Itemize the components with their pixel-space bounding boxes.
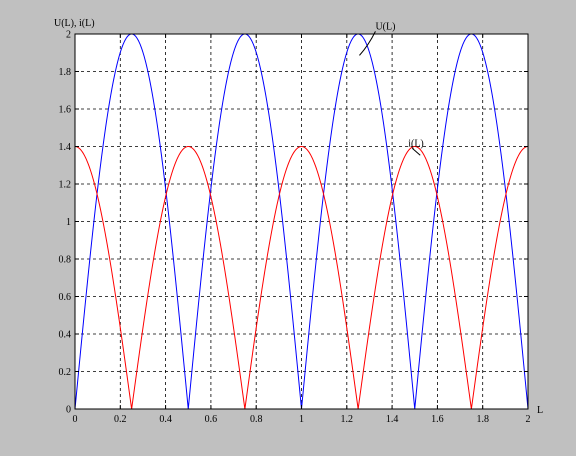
annotations: U(L) i(L) bbox=[359, 21, 424, 156]
x-axis-label: L bbox=[537, 405, 543, 416]
y-tick-label: 0.8 bbox=[59, 255, 72, 266]
x-tick-label: 0.8 bbox=[250, 414, 263, 425]
y-tick-label: 1.8 bbox=[59, 67, 72, 78]
x-tick-label: 1.6 bbox=[431, 414, 444, 425]
series-line-i-l bbox=[74, 145, 529, 410]
y-tick-label: 1.4 bbox=[59, 142, 72, 153]
annotation-label-i: i(L) bbox=[408, 138, 424, 149]
y-tick-label: 0.6 bbox=[59, 292, 72, 303]
y-tick-label: 0 bbox=[66, 405, 71, 416]
y-tick-label: 0.2 bbox=[59, 367, 72, 378]
axis-ticks bbox=[74, 33, 529, 410]
x-tick-label: 1.2 bbox=[341, 414, 354, 425]
x-tick-label: 2 bbox=[526, 414, 531, 425]
x-tick-label: 0 bbox=[73, 414, 78, 425]
y-tick-label: 1.6 bbox=[59, 105, 72, 116]
y-tick-label: 2 bbox=[66, 30, 71, 41]
x-tick-label: 1.8 bbox=[476, 414, 489, 425]
y-tick-label: 1 bbox=[66, 217, 71, 228]
grid-lines bbox=[75, 34, 528, 409]
x-tick-labels: 0 0.2 0.4 0.6 0.8 1 1.2 1.4 1.6 1.8 2 bbox=[73, 414, 531, 425]
y-axis-label: U(L), i(L) bbox=[54, 18, 95, 29]
y-tick-label: 0.4 bbox=[59, 330, 72, 341]
x-tick-label: 1.4 bbox=[386, 414, 399, 425]
y-tick-labels: 0 0.2 0.4 0.6 0.8 1 1.2 1.4 1.6 1.8 2 bbox=[59, 30, 72, 416]
annotation-label-u: U(L) bbox=[375, 21, 395, 32]
annotation-leader-u bbox=[359, 31, 376, 56]
x-tick-label: 0.2 bbox=[114, 414, 127, 425]
annotation-leader-i bbox=[411, 147, 421, 156]
x-tick-label: 1 bbox=[299, 414, 304, 425]
x-tick-label: 0.6 bbox=[205, 414, 218, 425]
y-tick-label: 1.2 bbox=[59, 180, 72, 191]
x-tick-label: 0.4 bbox=[159, 414, 172, 425]
